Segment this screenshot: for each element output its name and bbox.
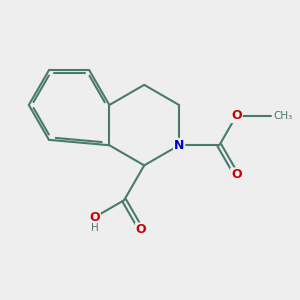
Text: H: H	[91, 223, 98, 233]
Text: O: O	[231, 109, 242, 122]
Text: O: O	[89, 211, 100, 224]
Text: N: N	[174, 139, 184, 152]
Text: CH₃: CH₃	[273, 111, 292, 121]
Text: O: O	[231, 168, 242, 182]
Text: O: O	[136, 224, 146, 236]
